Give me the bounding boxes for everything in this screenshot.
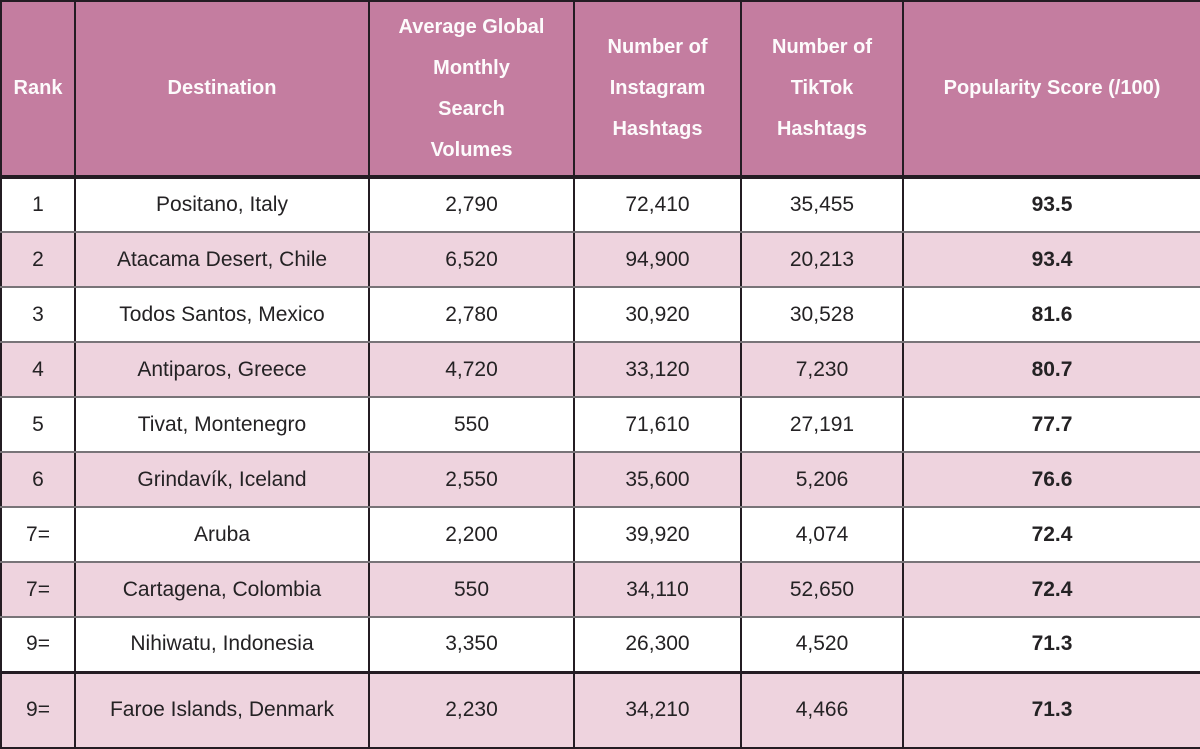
cell-search-volume: 2,790 — [368, 176, 575, 233]
cell-popularity-score: 72.4 — [902, 561, 1200, 618]
cell-search-volume: 2,200 — [368, 506, 575, 563]
header-instagram-hashtags: Number of Instagram Hashtags — [573, 0, 742, 179]
header-rank: Rank — [0, 0, 76, 179]
cell-tiktok-hashtags: 35,455 — [740, 176, 904, 233]
cell-popularity-score: 76.6 — [902, 451, 1200, 508]
header-popularity-score: Popularity Score (/100) — [902, 0, 1200, 179]
cell-destination: Positano, Italy — [74, 176, 370, 233]
cell-instagram-hashtags: 34,110 — [573, 561, 742, 618]
cell-rank: 9= — [0, 616, 76, 673]
cell-instagram-hashtags: 94,900 — [573, 231, 742, 288]
cell-search-volume: 550 — [368, 561, 575, 618]
cell-tiktok-hashtags: 27,191 — [740, 396, 904, 453]
table-row: 1 Positano, Italy 2,790 72,410 35,455 93… — [0, 176, 1200, 233]
cell-rank: 9= — [0, 670, 76, 749]
cell-tiktok-hashtags: 20,213 — [740, 231, 904, 288]
cell-rank: 6 — [0, 451, 76, 508]
cell-destination: Tivat, Montenegro — [74, 396, 370, 453]
cell-search-volume: 2,780 — [368, 286, 575, 343]
table-header: Rank Destination Average Global Monthly … — [0, 0, 1200, 179]
cell-tiktok-hashtags: 52,650 — [740, 561, 904, 618]
cell-destination: Atacama Desert, Chile — [74, 231, 370, 288]
table-row: 3 Todos Santos, Mexico 2,780 30,920 30,5… — [0, 286, 1200, 343]
cell-instagram-hashtags: 71,610 — [573, 396, 742, 453]
cell-search-volume: 4,720 — [368, 341, 575, 398]
cell-rank: 2 — [0, 231, 76, 288]
cell-destination: Todos Santos, Mexico — [74, 286, 370, 343]
cell-destination: Nihiwatu, Indonesia — [74, 616, 370, 673]
table-row: 7= Cartagena, Colombia 550 34,110 52,650… — [0, 561, 1200, 618]
header-tiktok-hashtags: Number of TikTok Hashtags — [740, 0, 904, 179]
table-row: 2 Atacama Desert, Chile 6,520 94,900 20,… — [0, 231, 1200, 288]
cell-rank: 1 — [0, 176, 76, 233]
header-destination: Destination — [74, 0, 370, 179]
cell-popularity-score: 93.4 — [902, 231, 1200, 288]
cell-search-volume: 2,230 — [368, 670, 575, 749]
cell-destination: Antiparos, Greece — [74, 341, 370, 398]
cell-instagram-hashtags: 72,410 — [573, 176, 742, 233]
cell-instagram-hashtags: 33,120 — [573, 341, 742, 398]
cell-tiktok-hashtags: 4,520 — [740, 616, 904, 673]
cell-instagram-hashtags: 35,600 — [573, 451, 742, 508]
cell-instagram-hashtags: 34,210 — [573, 670, 742, 749]
cell-destination: Grindavík, Iceland — [74, 451, 370, 508]
cell-search-volume: 2,550 — [368, 451, 575, 508]
cell-destination: Cartagena, Colombia — [74, 561, 370, 618]
cell-rank: 7= — [0, 561, 76, 618]
cell-tiktok-hashtags: 4,466 — [740, 670, 904, 749]
cell-popularity-score: 71.3 — [902, 670, 1200, 749]
cell-destination: Faroe Islands, Denmark — [74, 670, 370, 749]
table-body: 1 Positano, Italy 2,790 72,410 35,455 93… — [0, 176, 1200, 749]
cell-rank: 4 — [0, 341, 76, 398]
cell-rank: 5 — [0, 396, 76, 453]
table-row: 5 Tivat, Montenegro 550 71,610 27,191 77… — [0, 396, 1200, 453]
table-row: 9= Nihiwatu, Indonesia 3,350 26,300 4,52… — [0, 616, 1200, 673]
table-row: 7= Aruba 2,200 39,920 4,074 72.4 — [0, 506, 1200, 563]
cell-tiktok-hashtags: 30,528 — [740, 286, 904, 343]
cell-tiktok-hashtags: 7,230 — [740, 341, 904, 398]
cell-search-volume: 550 — [368, 396, 575, 453]
table-row: 6 Grindavík, Iceland 2,550 35,600 5,206 … — [0, 451, 1200, 508]
cell-popularity-score: 77.7 — [902, 396, 1200, 453]
cell-popularity-score: 72.4 — [902, 506, 1200, 563]
table-row: 4 Antiparos, Greece 4,720 33,120 7,230 8… — [0, 341, 1200, 398]
header-row: Rank Destination Average Global Monthly … — [0, 0, 1200, 179]
cell-rank: 7= — [0, 506, 76, 563]
cell-tiktok-hashtags: 5,206 — [740, 451, 904, 508]
table-row: 9= Faroe Islands, Denmark 2,230 34,210 4… — [0, 670, 1200, 749]
cell-popularity-score: 80.7 — [902, 341, 1200, 398]
cell-instagram-hashtags: 26,300 — [573, 616, 742, 673]
cell-instagram-hashtags: 30,920 — [573, 286, 742, 343]
cell-popularity-score: 71.3 — [902, 616, 1200, 673]
cell-search-volume: 6,520 — [368, 231, 575, 288]
header-search-volumes: Average Global Monthly Search Volumes — [368, 0, 575, 179]
cell-destination: Aruba — [74, 506, 370, 563]
cell-popularity-score: 93.5 — [902, 176, 1200, 233]
cell-search-volume: 3,350 — [368, 616, 575, 673]
cell-instagram-hashtags: 39,920 — [573, 506, 742, 563]
cell-tiktok-hashtags: 4,074 — [740, 506, 904, 563]
cell-popularity-score: 81.6 — [902, 286, 1200, 343]
cell-rank: 3 — [0, 286, 76, 343]
